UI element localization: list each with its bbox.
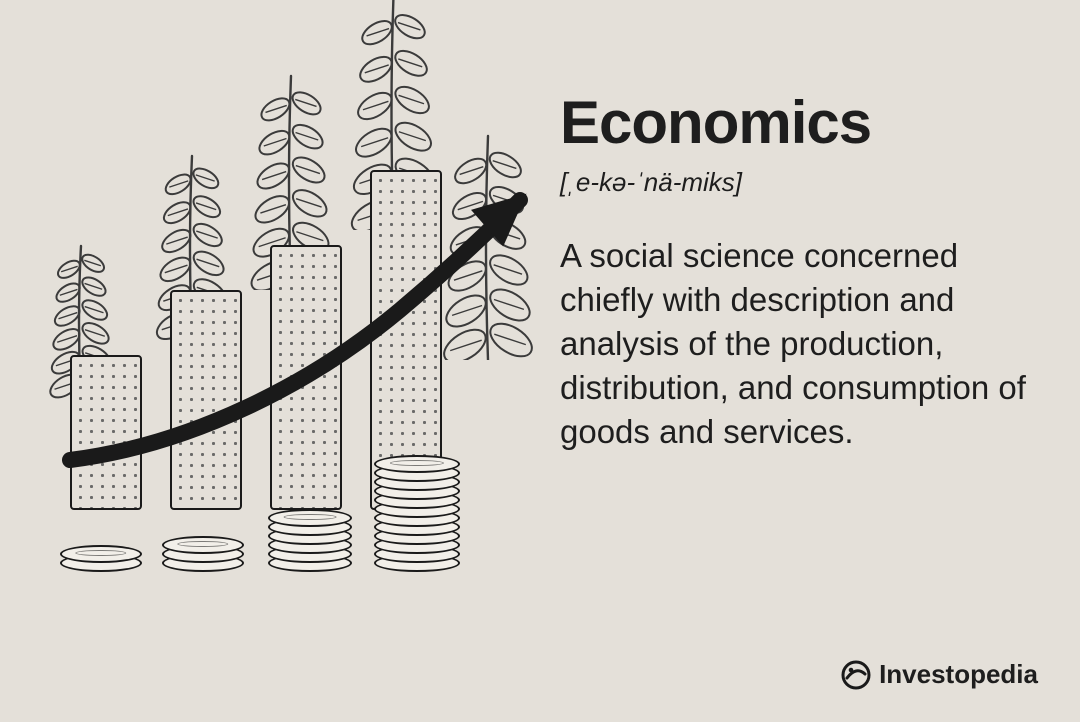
coin-icon [268, 509, 352, 527]
infographic-canvas: Economics [ˌe-kə-ˈnä-miks] A social scie… [0, 0, 1080, 722]
definition-block: Economics [ˌe-kə-ˈnä-miks] A social scie… [560, 88, 1030, 454]
pronunciation: [ˌe-kə-ˈnä-miks] [560, 167, 1030, 198]
brand-name: Investopedia [879, 659, 1038, 690]
illustration [40, 80, 540, 640]
chart-bar [70, 355, 142, 510]
definition-text: A social science concerned chiefly with … [560, 234, 1030, 454]
investopedia-logo-icon [841, 660, 871, 690]
coin-icon [60, 545, 142, 563]
coin-stack [374, 464, 460, 572]
brand-attribution: Investopedia [841, 659, 1038, 690]
plant-sprig-icon [438, 130, 538, 360]
coin-stack [162, 545, 244, 572]
coin-stack [268, 518, 352, 572]
chart-bar [270, 245, 342, 510]
term-title: Economics [560, 88, 1030, 157]
coin-icon [162, 536, 244, 554]
coin-icon [374, 455, 460, 473]
chart-bar [170, 290, 242, 510]
coin-stack [60, 554, 142, 572]
